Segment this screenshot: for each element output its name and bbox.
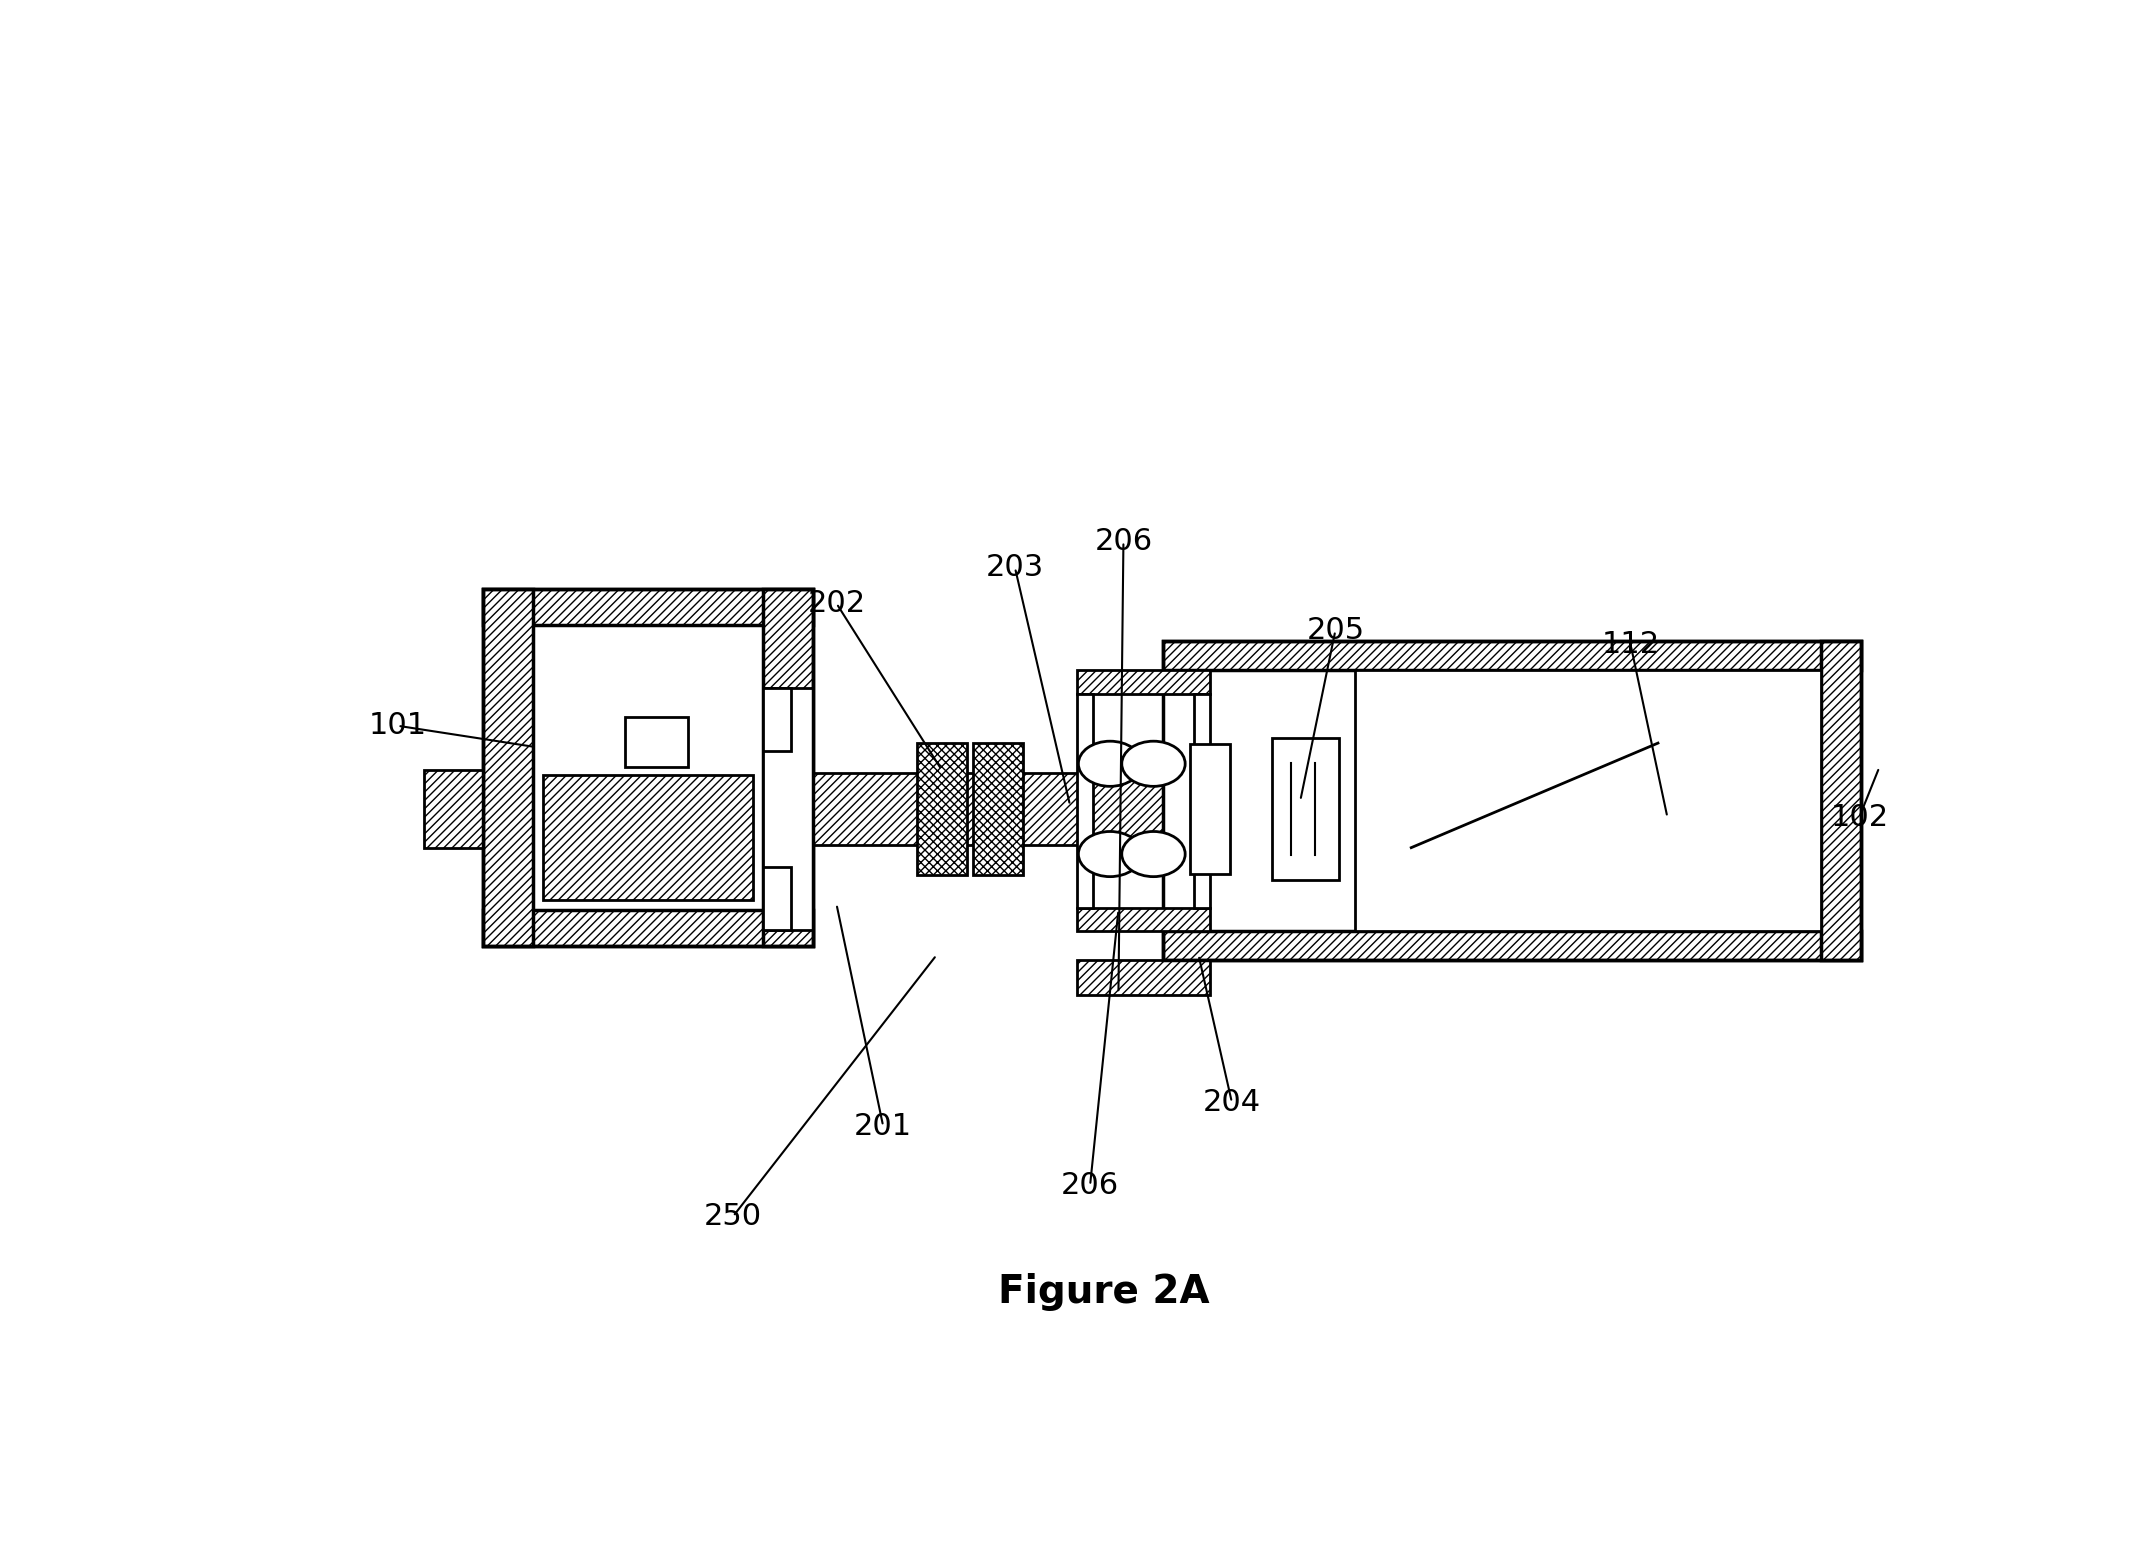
Text: 206: 206 [1061, 1171, 1120, 1200]
Bar [1163, 642, 1860, 960]
Bar [762, 688, 790, 751]
Bar [543, 775, 754, 901]
Bar [424, 770, 482, 847]
Text: 202: 202 [807, 589, 866, 617]
Bar [973, 744, 1023, 875]
Bar [1076, 670, 1210, 694]
Text: 112: 112 [1602, 631, 1660, 659]
Text: 204: 204 [1204, 1088, 1262, 1117]
Bar [1356, 670, 1821, 932]
Bar [1076, 907, 1210, 932]
Bar [482, 910, 814, 946]
Bar [1191, 744, 1229, 875]
Text: Figure 2A: Figure 2A [997, 1273, 1210, 1312]
Text: 102: 102 [1830, 802, 1888, 832]
Circle shape [1122, 832, 1184, 876]
Bar [1163, 932, 1860, 960]
Text: 206: 206 [1094, 528, 1152, 555]
Text: 203: 203 [986, 554, 1044, 582]
Bar [762, 867, 790, 930]
Circle shape [1079, 832, 1141, 876]
Bar [482, 589, 814, 625]
Bar [624, 717, 689, 767]
Bar [1821, 642, 1860, 960]
Bar [1272, 738, 1339, 880]
Circle shape [1122, 741, 1184, 787]
Text: 250: 250 [704, 1202, 762, 1231]
Bar [1193, 694, 1210, 907]
Bar [762, 688, 814, 930]
Bar [1076, 960, 1210, 995]
Circle shape [1079, 741, 1141, 787]
Text: 205: 205 [1307, 616, 1365, 645]
Bar [917, 744, 967, 875]
Bar [1163, 642, 1860, 670]
Text: 201: 201 [855, 1111, 913, 1140]
Bar [482, 589, 814, 946]
Bar [814, 773, 1163, 844]
Bar [482, 589, 532, 946]
Bar [1076, 694, 1094, 907]
Bar [762, 589, 814, 946]
Text: 101: 101 [368, 711, 426, 741]
